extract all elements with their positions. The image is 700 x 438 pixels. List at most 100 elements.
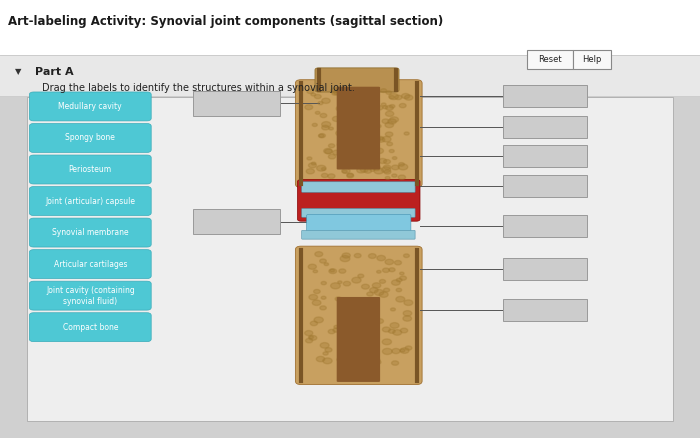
Circle shape [353, 153, 359, 157]
Circle shape [379, 159, 386, 163]
FancyBboxPatch shape [302, 208, 415, 217]
Circle shape [395, 297, 405, 302]
Circle shape [396, 288, 402, 292]
FancyBboxPatch shape [29, 281, 151, 310]
FancyBboxPatch shape [503, 258, 587, 280]
Text: Art-labeling Activity: Synovial joint components (sagittal section): Art-labeling Activity: Synovial joint co… [8, 15, 444, 28]
FancyBboxPatch shape [302, 182, 415, 192]
Circle shape [328, 174, 335, 178]
FancyBboxPatch shape [503, 85, 587, 107]
Circle shape [385, 259, 393, 265]
Circle shape [318, 102, 323, 105]
Circle shape [357, 121, 366, 127]
Circle shape [330, 269, 335, 272]
Circle shape [403, 254, 410, 258]
FancyBboxPatch shape [527, 50, 573, 69]
Circle shape [374, 290, 384, 295]
Circle shape [382, 136, 391, 142]
Circle shape [337, 90, 343, 94]
Circle shape [330, 283, 340, 289]
Circle shape [343, 149, 351, 154]
Circle shape [396, 278, 402, 282]
Circle shape [332, 117, 341, 121]
Circle shape [391, 308, 395, 311]
Circle shape [356, 153, 365, 159]
Circle shape [328, 144, 335, 148]
Circle shape [400, 272, 404, 275]
Circle shape [389, 268, 395, 272]
Circle shape [386, 106, 393, 110]
Text: Spongy bone: Spongy bone [65, 134, 116, 142]
Circle shape [332, 92, 337, 95]
Circle shape [369, 348, 377, 353]
Circle shape [315, 252, 323, 257]
Circle shape [339, 269, 346, 273]
Circle shape [349, 300, 356, 305]
Circle shape [389, 329, 396, 333]
FancyBboxPatch shape [193, 209, 280, 234]
Circle shape [365, 118, 370, 121]
Circle shape [339, 165, 344, 168]
Circle shape [398, 175, 405, 180]
Circle shape [342, 328, 347, 331]
Text: Help: Help [582, 55, 602, 64]
Circle shape [370, 168, 374, 171]
Circle shape [334, 325, 339, 328]
Circle shape [372, 90, 378, 93]
Circle shape [369, 342, 375, 346]
Circle shape [322, 98, 330, 103]
Circle shape [390, 117, 398, 122]
Circle shape [354, 349, 358, 352]
Circle shape [372, 134, 379, 138]
Circle shape [403, 311, 412, 316]
Circle shape [350, 328, 357, 332]
Circle shape [314, 317, 323, 323]
FancyBboxPatch shape [307, 215, 411, 233]
Circle shape [386, 111, 394, 117]
Text: Joint (articular) capsule: Joint (articular) capsule [46, 197, 135, 205]
FancyBboxPatch shape [503, 299, 587, 321]
Circle shape [377, 270, 381, 273]
Circle shape [312, 124, 317, 127]
Circle shape [357, 99, 363, 103]
Circle shape [321, 282, 326, 285]
Circle shape [359, 120, 365, 123]
Circle shape [370, 299, 375, 302]
Circle shape [343, 135, 348, 138]
Circle shape [386, 91, 391, 94]
Circle shape [358, 138, 363, 141]
FancyBboxPatch shape [0, 0, 700, 55]
Circle shape [363, 145, 371, 150]
Text: Reset: Reset [538, 55, 562, 64]
Circle shape [384, 170, 391, 174]
Text: ▼: ▼ [15, 67, 22, 76]
Circle shape [379, 279, 386, 283]
Circle shape [323, 358, 332, 364]
Circle shape [378, 137, 384, 140]
Circle shape [340, 88, 349, 93]
Circle shape [347, 173, 354, 177]
Circle shape [402, 93, 409, 99]
FancyBboxPatch shape [337, 87, 380, 170]
Circle shape [314, 290, 320, 293]
Circle shape [382, 167, 391, 173]
Circle shape [360, 167, 368, 172]
Circle shape [352, 277, 361, 283]
Circle shape [314, 95, 321, 99]
Circle shape [382, 268, 389, 272]
Circle shape [321, 173, 328, 177]
Circle shape [344, 119, 350, 123]
Circle shape [390, 323, 399, 328]
Circle shape [319, 134, 326, 138]
Circle shape [374, 358, 380, 362]
Text: Articular cartilages: Articular cartilages [53, 260, 127, 268]
FancyBboxPatch shape [0, 55, 700, 96]
Circle shape [404, 300, 413, 305]
Circle shape [363, 150, 367, 153]
FancyBboxPatch shape [29, 187, 151, 215]
Circle shape [349, 142, 358, 148]
Text: Synovial membrane: Synovial membrane [52, 228, 129, 237]
Circle shape [316, 357, 325, 362]
Circle shape [346, 88, 354, 93]
Circle shape [325, 149, 332, 154]
